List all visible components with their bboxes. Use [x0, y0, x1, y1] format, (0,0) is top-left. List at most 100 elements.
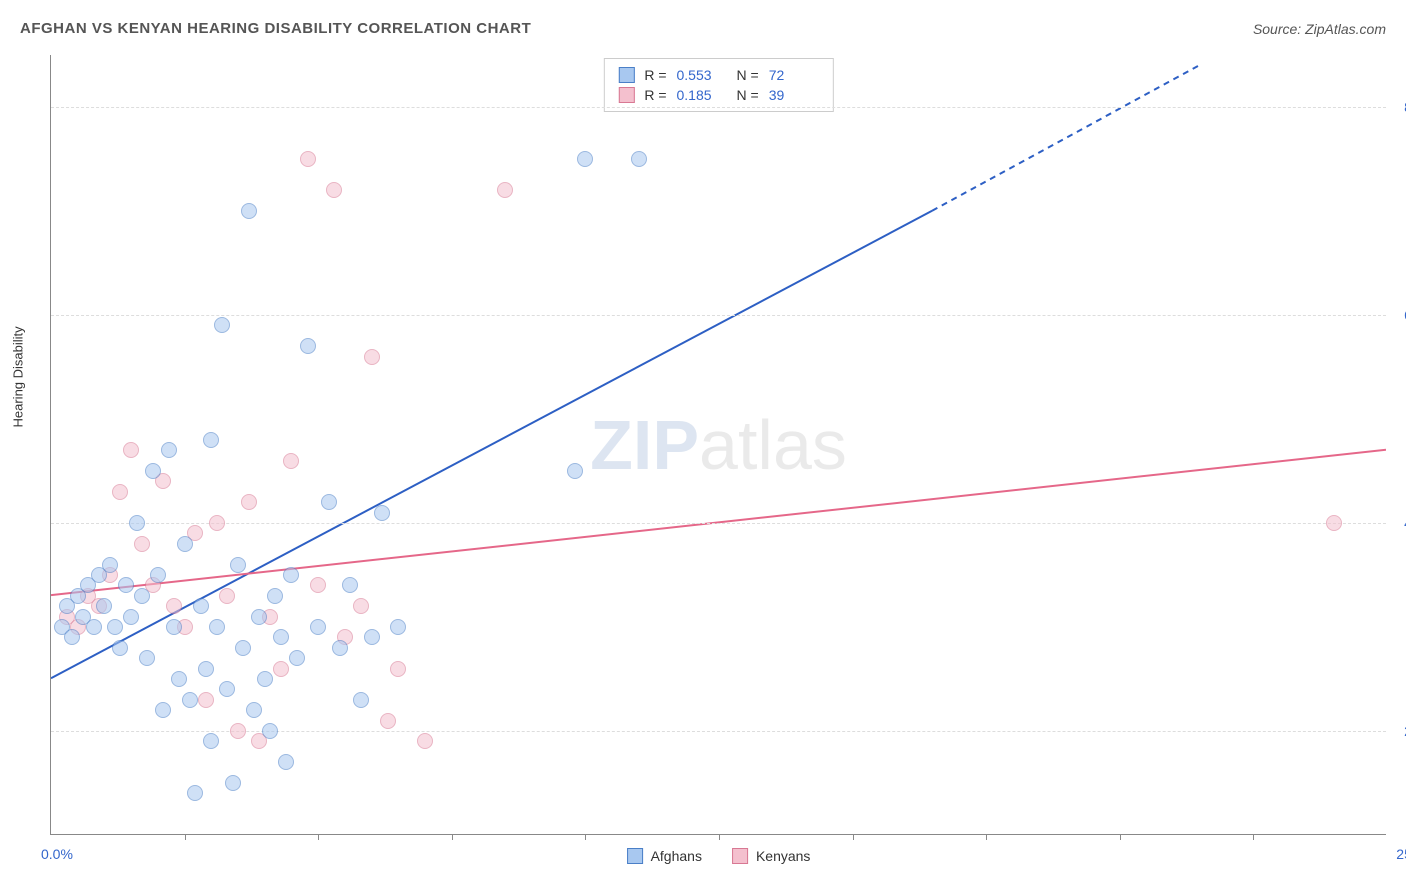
- scatter-point-kenyan: [241, 494, 257, 510]
- x-max-label: 25.0%: [1396, 846, 1406, 862]
- scatter-point-kenyan: [166, 598, 182, 614]
- scatter-point-afghan: [219, 681, 235, 697]
- scatter-point-afghan: [230, 557, 246, 573]
- n-label-1: N =: [737, 67, 759, 83]
- scatter-point-afghan: [139, 650, 155, 666]
- scatter-point-afghan: [321, 494, 337, 510]
- scatter-point-afghan: [225, 775, 241, 791]
- scatter-point-afghan: [273, 629, 289, 645]
- x-tick: [1120, 834, 1121, 840]
- scatter-point-afghan: [102, 557, 118, 573]
- scatter-point-afghan: [262, 723, 278, 739]
- scatter-point-afghan: [577, 151, 593, 167]
- scatter-point-kenyan: [273, 661, 289, 677]
- x-tick: [318, 834, 319, 840]
- scatter-point-afghan: [182, 692, 198, 708]
- scatter-point-afghan: [567, 463, 583, 479]
- scatter-point-kenyan: [417, 733, 433, 749]
- scatter-point-kenyan: [380, 713, 396, 729]
- r-value-1: 0.553: [677, 67, 727, 83]
- scatter-point-afghan: [155, 702, 171, 718]
- plot-area: ZIPatlas R = 0.553 N = 72 R = 0.185 N = …: [50, 55, 1386, 835]
- stats-row-1: R = 0.553 N = 72: [618, 65, 818, 85]
- scatter-point-kenyan: [230, 723, 246, 739]
- scatter-point-afghan: [166, 619, 182, 635]
- scatter-point-kenyan: [134, 536, 150, 552]
- legend-swatch-pink: [732, 848, 748, 864]
- x-tick: [719, 834, 720, 840]
- scatter-point-kenyan: [1326, 515, 1342, 531]
- scatter-point-kenyan: [283, 453, 299, 469]
- scatter-point-afghan: [364, 629, 380, 645]
- source-label: Source: ZipAtlas.com: [1253, 21, 1386, 37]
- scatter-point-afghan: [134, 588, 150, 604]
- scatter-point-afghan: [209, 619, 225, 635]
- x-tick: [986, 834, 987, 840]
- scatter-point-afghan: [96, 598, 112, 614]
- gridline: [51, 731, 1386, 732]
- scatter-point-afghan: [198, 661, 214, 677]
- watermark: ZIPatlas: [590, 405, 847, 485]
- gridline: [51, 315, 1386, 316]
- scatter-point-afghan: [257, 671, 273, 687]
- scatter-point-afghan: [112, 640, 128, 656]
- r-value-2: 0.185: [677, 87, 727, 103]
- legend-label-2: Kenyans: [756, 848, 810, 864]
- scatter-point-afghan: [374, 505, 390, 521]
- stats-box: R = 0.553 N = 72 R = 0.185 N = 39: [603, 58, 833, 112]
- y-axis-label: Hearing Disability: [11, 326, 26, 427]
- r-label-2: R =: [644, 87, 666, 103]
- legend-label-1: Afghans: [651, 848, 702, 864]
- scatter-point-afghan: [177, 536, 193, 552]
- scatter-point-afghan: [171, 671, 187, 687]
- scatter-point-afghan: [332, 640, 348, 656]
- legend-swatch-blue: [627, 848, 643, 864]
- scatter-point-kenyan: [390, 661, 406, 677]
- r-label-1: R =: [644, 67, 666, 83]
- legend: Afghans Kenyans: [627, 848, 811, 864]
- legend-item-1: Afghans: [627, 848, 702, 864]
- scatter-point-afghan: [203, 432, 219, 448]
- scatter-point-kenyan: [219, 588, 235, 604]
- scatter-point-afghan: [214, 317, 230, 333]
- scatter-point-afghan: [246, 702, 262, 718]
- scatter-point-afghan: [310, 619, 326, 635]
- scatter-point-afghan: [203, 733, 219, 749]
- swatch-pink: [618, 87, 634, 103]
- scatter-point-afghan: [390, 619, 406, 635]
- n-label-2: N =: [737, 87, 759, 103]
- scatter-point-afghan: [235, 640, 251, 656]
- gridline: [51, 523, 1386, 524]
- scatter-point-afghan: [118, 577, 134, 593]
- scatter-point-afghan: [123, 609, 139, 625]
- n-value-2: 39: [769, 87, 819, 103]
- scatter-point-kenyan: [310, 577, 326, 593]
- gridline: [51, 107, 1386, 108]
- scatter-point-afghan: [342, 577, 358, 593]
- scatter-point-afghan: [241, 203, 257, 219]
- stats-row-2: R = 0.185 N = 39: [618, 85, 818, 105]
- x-tick: [185, 834, 186, 840]
- scatter-point-kenyan: [198, 692, 214, 708]
- scatter-point-kenyan: [326, 182, 342, 198]
- scatter-point-kenyan: [364, 349, 380, 365]
- scatter-point-kenyan: [300, 151, 316, 167]
- scatter-point-afghan: [267, 588, 283, 604]
- x-tick: [452, 834, 453, 840]
- legend-item-2: Kenyans: [732, 848, 810, 864]
- scatter-point-afghan: [631, 151, 647, 167]
- scatter-point-afghan: [278, 754, 294, 770]
- scatter-point-afghan: [283, 567, 299, 583]
- scatter-point-afghan: [64, 629, 80, 645]
- scatter-point-afghan: [86, 619, 102, 635]
- x-tick: [585, 834, 586, 840]
- scatter-point-kenyan: [353, 598, 369, 614]
- scatter-point-afghan: [300, 338, 316, 354]
- chart-title: AFGHAN VS KENYAN HEARING DISABILITY CORR…: [20, 20, 531, 37]
- scatter-point-afghan: [289, 650, 305, 666]
- scatter-point-afghan: [353, 692, 369, 708]
- scatter-point-afghan: [251, 609, 267, 625]
- scatter-point-afghan: [129, 515, 145, 531]
- scatter-point-afghan: [193, 598, 209, 614]
- scatter-point-kenyan: [112, 484, 128, 500]
